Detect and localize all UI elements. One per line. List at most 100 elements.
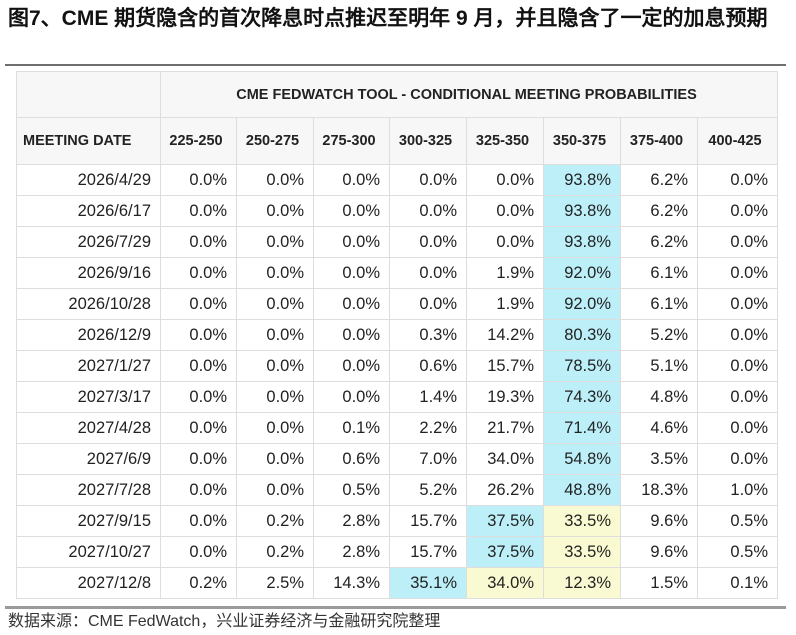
probability-cell: 0.0% (696, 443, 779, 475)
column-header-rate-350-375: 350-375 (543, 117, 621, 165)
table-row: 2027/7/28 0.0% 0.0% 0.5% 5.2% 26.2% 48.8% 18.3%… (16, 474, 779, 506)
table-row: 2026/7/29 0.0% 0.0% 0.0% 0.0% 0.0% 93.8% 6.2% 0.… (16, 226, 779, 258)
table-row: 2026/12/9 0.0% 0.0% 0.0% 0.3% 14.2% 80.3% 5.2% 0… (16, 319, 779, 351)
probability-cell: 0.0% (696, 164, 779, 196)
probability-cell: 0.2% (236, 505, 314, 537)
probability-cell: 0.0% (236, 319, 314, 351)
probability-cell: 37.5% (466, 536, 544, 568)
probability-cell: 0.0% (313, 226, 390, 258)
probability-cell: 0.0% (160, 288, 237, 320)
fedwatch-probability-table: CME FEDWATCH TOOL - CONDITIONAL MEETING … (16, 71, 779, 599)
probability-cell: 0.0% (389, 288, 467, 320)
meeting-date-cell: 2027/7/28 (16, 474, 161, 506)
probability-cell: 0.6% (313, 443, 390, 475)
probability-cell: 21.7% (466, 412, 544, 444)
probability-cell: 0.0% (313, 381, 390, 413)
probability-cell: 0.0% (466, 226, 544, 258)
probability-cell: 26.2% (466, 474, 544, 506)
probability-cell: 0.0% (389, 164, 467, 196)
probability-cell: 78.5% (543, 350, 621, 382)
probability-cell: 7.0% (389, 443, 467, 475)
table-row: 2026/4/29 0.0% 0.0% 0.0% 0.0% 0.0% 93.8% 6.2% 0.… (16, 164, 779, 196)
probability-cell: 6.1% (620, 257, 698, 289)
probability-cell: 5.1% (620, 350, 698, 382)
probability-cell: 0.5% (696, 505, 779, 537)
probability-cell: 0.0% (696, 412, 779, 444)
probability-cell: 6.1% (620, 288, 698, 320)
source-note: 数据来源：CME FedWatch，兴业证券经济与金融研究院整理 (8, 613, 441, 630)
probability-cell: 9.6% (620, 536, 698, 568)
meeting-date-cell: 2026/10/28 (16, 288, 161, 320)
probability-cell: 0.0% (389, 195, 467, 227)
probability-cell: 1.5% (620, 567, 698, 599)
probability-cell: 4.8% (620, 381, 698, 413)
probability-cell: 0.0% (236, 226, 314, 258)
meeting-date-cell: 2027/10/27 (16, 536, 161, 568)
meeting-date-cell: 2026/4/29 (16, 164, 161, 196)
meeting-date-cell: 2027/3/17 (16, 381, 161, 413)
probability-cell: 0.0% (236, 195, 314, 227)
table-row: 2026/10/28 0.0% 0.0% 0.0% 0.0% 1.9% 92.0% 6.1% 0… (16, 288, 779, 320)
probability-cell: 74.3% (543, 381, 621, 413)
probability-cell: 18.3% (620, 474, 698, 506)
probability-cell: 0.5% (696, 536, 779, 568)
probability-cell: 0.1% (313, 412, 390, 444)
probability-cell: 93.8% (543, 226, 621, 258)
probability-cell: 19.3% (466, 381, 544, 413)
probability-cell: 0.0% (160, 443, 237, 475)
probability-cell: 6.2% (620, 195, 698, 227)
probability-cell: 0.0% (160, 474, 237, 506)
probability-cell: 2.5% (236, 567, 314, 599)
probability-cell: 0.0% (236, 381, 314, 413)
probability-cell: 0.0% (160, 226, 237, 258)
table-row: 2027/1/27 0.0% 0.0% 0.0% 0.6% 15.7% 78.5% 5.1% 0… (16, 350, 779, 382)
probability-cell: 0.0% (389, 226, 467, 258)
probability-cell: 2.8% (313, 536, 390, 568)
top-divider (5, 64, 786, 66)
probability-cell: 48.8% (543, 474, 621, 506)
column-header-rate-300-325: 300-325 (389, 117, 467, 165)
probability-cell: 0.6% (389, 350, 467, 382)
super-header: CME FEDWATCH TOOL - CONDITIONAL MEETING … (159, 71, 779, 118)
probability-cell: 12.3% (543, 567, 621, 599)
probability-cell: 0.0% (313, 319, 390, 351)
table-row: 2027/3/17 0.0% 0.0% 0.0% 1.4% 19.3% 74.3% 4.8% 0… (16, 381, 779, 413)
probability-cell: 0.1% (696, 567, 779, 599)
probability-cell: 2.8% (313, 505, 390, 537)
probability-cell: 0.0% (313, 164, 390, 196)
probability-cell: 0.0% (160, 350, 237, 382)
probability-cell: 15.7% (389, 505, 467, 537)
probability-cell: 0.0% (160, 381, 237, 413)
probability-cell: 0.0% (160, 195, 237, 227)
probability-cell: 0.0% (236, 164, 314, 196)
probability-cell: 92.0% (543, 288, 621, 320)
probability-cell: 0.0% (236, 474, 314, 506)
probability-cell: 5.2% (389, 474, 467, 506)
probability-cell: 0.0% (389, 257, 467, 289)
meeting-date-cell: 2027/4/28 (16, 412, 161, 444)
probability-cell: 1.9% (466, 288, 544, 320)
probability-cell: 0.0% (313, 350, 390, 382)
probability-cell: 93.8% (543, 164, 621, 196)
probability-cell: 5.2% (620, 319, 698, 351)
probability-cell: 2.2% (389, 412, 467, 444)
table-row: 2027/9/15 0.0% 0.2% 2.8% 15.7% 37.5% 33.5% 9.6%… (16, 505, 779, 537)
bottom-divider (5, 606, 786, 609)
probability-cell: 9.6% (620, 505, 698, 537)
probability-cell: 0.0% (160, 164, 237, 196)
probability-cell: 14.3% (313, 567, 390, 599)
probability-cell: 0.0% (313, 195, 390, 227)
table-row: 2027/12/8 0.2% 2.5% 14.3% 35.1% 34.0% 12.3% 1.5… (16, 567, 779, 599)
probability-cell: 0.0% (696, 319, 779, 351)
probability-cell: 6.2% (620, 226, 698, 258)
probability-cell: 0.0% (696, 195, 779, 227)
probability-cell: 0.0% (696, 288, 779, 320)
probability-cell: 6.2% (620, 164, 698, 196)
probability-cell: 0.0% (466, 164, 544, 196)
table-row: 2027/10/27 0.0% 0.2% 2.8% 15.7% 37.5% 33.5% 9.6… (16, 536, 779, 568)
probability-cell: 33.5% (543, 536, 621, 568)
probability-cell: 80.3% (543, 319, 621, 351)
probability-cell: 15.7% (389, 536, 467, 568)
probability-cell: 0.2% (160, 567, 237, 599)
meeting-date-cell: 2026/6/17 (16, 195, 161, 227)
